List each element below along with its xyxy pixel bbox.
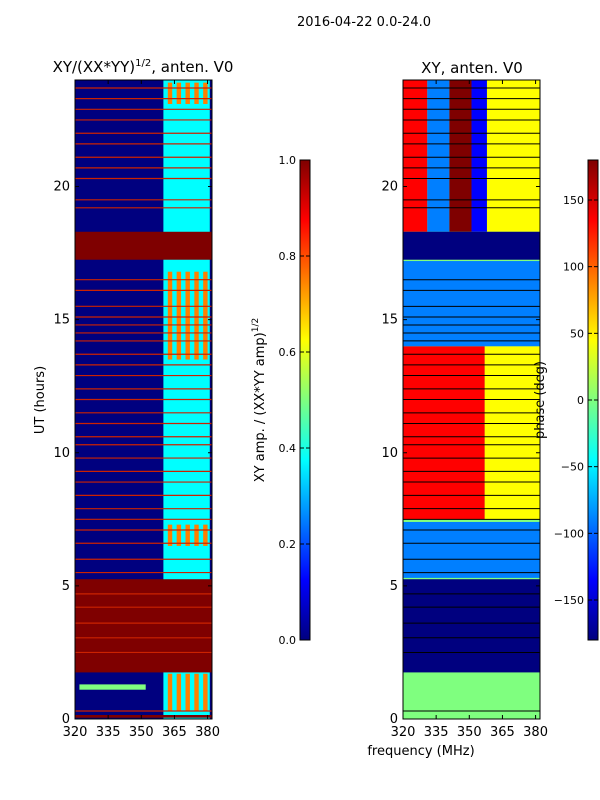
amp-colorbar-ticks: 0.0 0.2 0.4 0.6 0.8 1.0 bbox=[279, 154, 310, 647]
phase-y-axis: 0 5 10 15 20 bbox=[381, 180, 540, 727]
phase-stripe bbox=[486, 80, 540, 232]
y-tick-label: 15 bbox=[53, 313, 70, 328]
colorbar-tick-label: 0.8 bbox=[279, 250, 297, 263]
amp-hot-cell bbox=[176, 82, 182, 104]
amp-hot-cell bbox=[176, 271, 182, 360]
phase-stripe bbox=[449, 80, 472, 232]
amp-hot-cell bbox=[203, 673, 208, 712]
x-tick-label: 350 bbox=[457, 725, 482, 740]
phase-flagged-block bbox=[403, 579, 540, 673]
x-tick-label: 350 bbox=[129, 725, 154, 740]
colorbar-tick-label: 150 bbox=[563, 194, 584, 207]
colorbar-tick-label: −100 bbox=[554, 527, 584, 540]
phase-colorbar-label: phase (deg) bbox=[533, 361, 548, 439]
amp-streak bbox=[79, 684, 146, 690]
amp-title-sup: 1/2 bbox=[135, 58, 151, 69]
amp-panel: XY/(XX*YY)1/2, anten. V0 320 335 350 365 380… bbox=[33, 58, 233, 740]
phase-colorbar-ticks: −150 −100 −50 0 50 100 150 bbox=[554, 194, 598, 607]
amp-colorbar: 0.0 0.2 0.4 0.6 0.8 1.0 XY amp. / (XX*YY amp)… bbox=[251, 154, 311, 647]
phase-lower-block bbox=[403, 521, 540, 578]
y-tick-label: 20 bbox=[381, 180, 398, 195]
colorbar-tick-label: 1.0 bbox=[279, 154, 297, 167]
amp-hot-cell bbox=[194, 673, 199, 712]
amp-hot-cell bbox=[185, 524, 190, 546]
amp-title-tail: , anten. V0 bbox=[151, 58, 233, 76]
colorbar-tick-label: 100 bbox=[563, 261, 584, 274]
amp-hot-cell bbox=[176, 673, 182, 712]
amp-hot-cell bbox=[185, 673, 190, 712]
amp-hot-cell bbox=[203, 271, 208, 360]
phase-mid-right bbox=[484, 346, 540, 520]
amp-hot-cell bbox=[167, 82, 173, 104]
colorbar-tick-label: 50 bbox=[570, 327, 584, 340]
amp-colorbar-gradient bbox=[299, 159, 311, 641]
amp-hot-cell bbox=[176, 524, 182, 546]
phase-stripe bbox=[427, 80, 450, 232]
amp-heatmap bbox=[75, 80, 212, 719]
amp-colorbar-label: XY amp. / (XX*YY amp)1/2 bbox=[251, 318, 268, 482]
colorbar-tick-label: 0 bbox=[577, 394, 584, 407]
amp-ylabel: UT (hours) bbox=[33, 366, 48, 434]
phase-colorbar: −150 −100 −50 0 50 100 150 phase (deg) bbox=[533, 159, 599, 641]
x-tick-label: 320 bbox=[63, 725, 88, 740]
x-tick-label: 380 bbox=[523, 725, 548, 740]
phase-upper-block bbox=[403, 261, 540, 347]
amp-hot-cell bbox=[203, 82, 208, 104]
colorbar-tick-label: 0.2 bbox=[279, 538, 297, 551]
phase-plot-frame bbox=[402, 79, 541, 720]
x-tick-label: 365 bbox=[162, 725, 187, 740]
shared-xlabel: frequency (MHz) bbox=[367, 744, 474, 759]
amp-flagged-block bbox=[75, 231, 212, 260]
phase-mid-left bbox=[403, 346, 485, 520]
y-tick-label: 5 bbox=[62, 579, 70, 594]
phase-stripe bbox=[403, 80, 428, 232]
amp-colorbar-label-main: XY amp. / (XX*YY amp) bbox=[253, 332, 268, 482]
amp-hot-cell bbox=[185, 271, 190, 360]
y-tick-label: 10 bbox=[381, 446, 398, 461]
y-tick-label: 15 bbox=[381, 313, 398, 328]
amp-y-axis: 0 5 10 15 20 bbox=[53, 180, 212, 727]
phase-bottom-block bbox=[403, 673, 540, 719]
colorbar-tick-label: 0.4 bbox=[279, 442, 297, 455]
x-tick-label: 335 bbox=[424, 725, 449, 740]
x-tick-label: 320 bbox=[391, 725, 416, 740]
phase-stripe bbox=[471, 80, 487, 232]
colorbar-tick-label: 0.6 bbox=[279, 346, 297, 359]
amp-flagged-block bbox=[75, 715, 212, 718]
amp-title-main: XY/(XX*YY) bbox=[53, 58, 136, 76]
x-tick-label: 365 bbox=[490, 725, 515, 740]
amp-hot-cell bbox=[194, 524, 199, 546]
colorbar-tick-label: 0.0 bbox=[279, 634, 297, 647]
phase-title: XY, anten. V0 bbox=[421, 59, 523, 77]
amp-hot-cell bbox=[167, 524, 173, 546]
figure-suptitle: 2016-04-22 0.0-24.0 bbox=[297, 15, 431, 30]
amp-hot-cell bbox=[167, 673, 173, 712]
y-tick-label: 5 bbox=[390, 579, 398, 594]
phase-heatmap bbox=[403, 80, 540, 719]
amp-title: XY/(XX*YY)1/2, anten. V0 bbox=[53, 58, 234, 76]
amp-hot-cell bbox=[194, 82, 199, 104]
amp-hot-cell bbox=[185, 82, 190, 104]
amp-hot-cell bbox=[203, 524, 208, 546]
y-tick-label: 0 bbox=[390, 712, 398, 727]
amp-plot-frame bbox=[74, 79, 213, 720]
x-tick-label: 335 bbox=[96, 725, 121, 740]
amp-colorbar-label-sup: 1/2 bbox=[251, 318, 261, 332]
phase-flagged-block bbox=[403, 231, 540, 260]
amp-x-axis: 320 335 350 365 380 bbox=[63, 80, 220, 740]
y-tick-label: 20 bbox=[53, 180, 70, 195]
y-tick-label: 10 bbox=[53, 446, 70, 461]
phase-x-axis: 320 335 350 365 380 bbox=[391, 80, 548, 740]
amp-flagged-block bbox=[75, 579, 212, 673]
y-tick-label: 0 bbox=[62, 712, 70, 727]
colorbar-tick-label: −50 bbox=[561, 461, 584, 474]
amp-hot-cell bbox=[167, 271, 173, 360]
colorbar-tick-label: −150 bbox=[554, 594, 584, 607]
x-tick-label: 380 bbox=[195, 725, 220, 740]
phase-panel: XY, anten. V0 320 335 350 365 380 0 5 10 15 20 bbox=[381, 59, 548, 740]
amp-hot-cell bbox=[194, 271, 199, 360]
